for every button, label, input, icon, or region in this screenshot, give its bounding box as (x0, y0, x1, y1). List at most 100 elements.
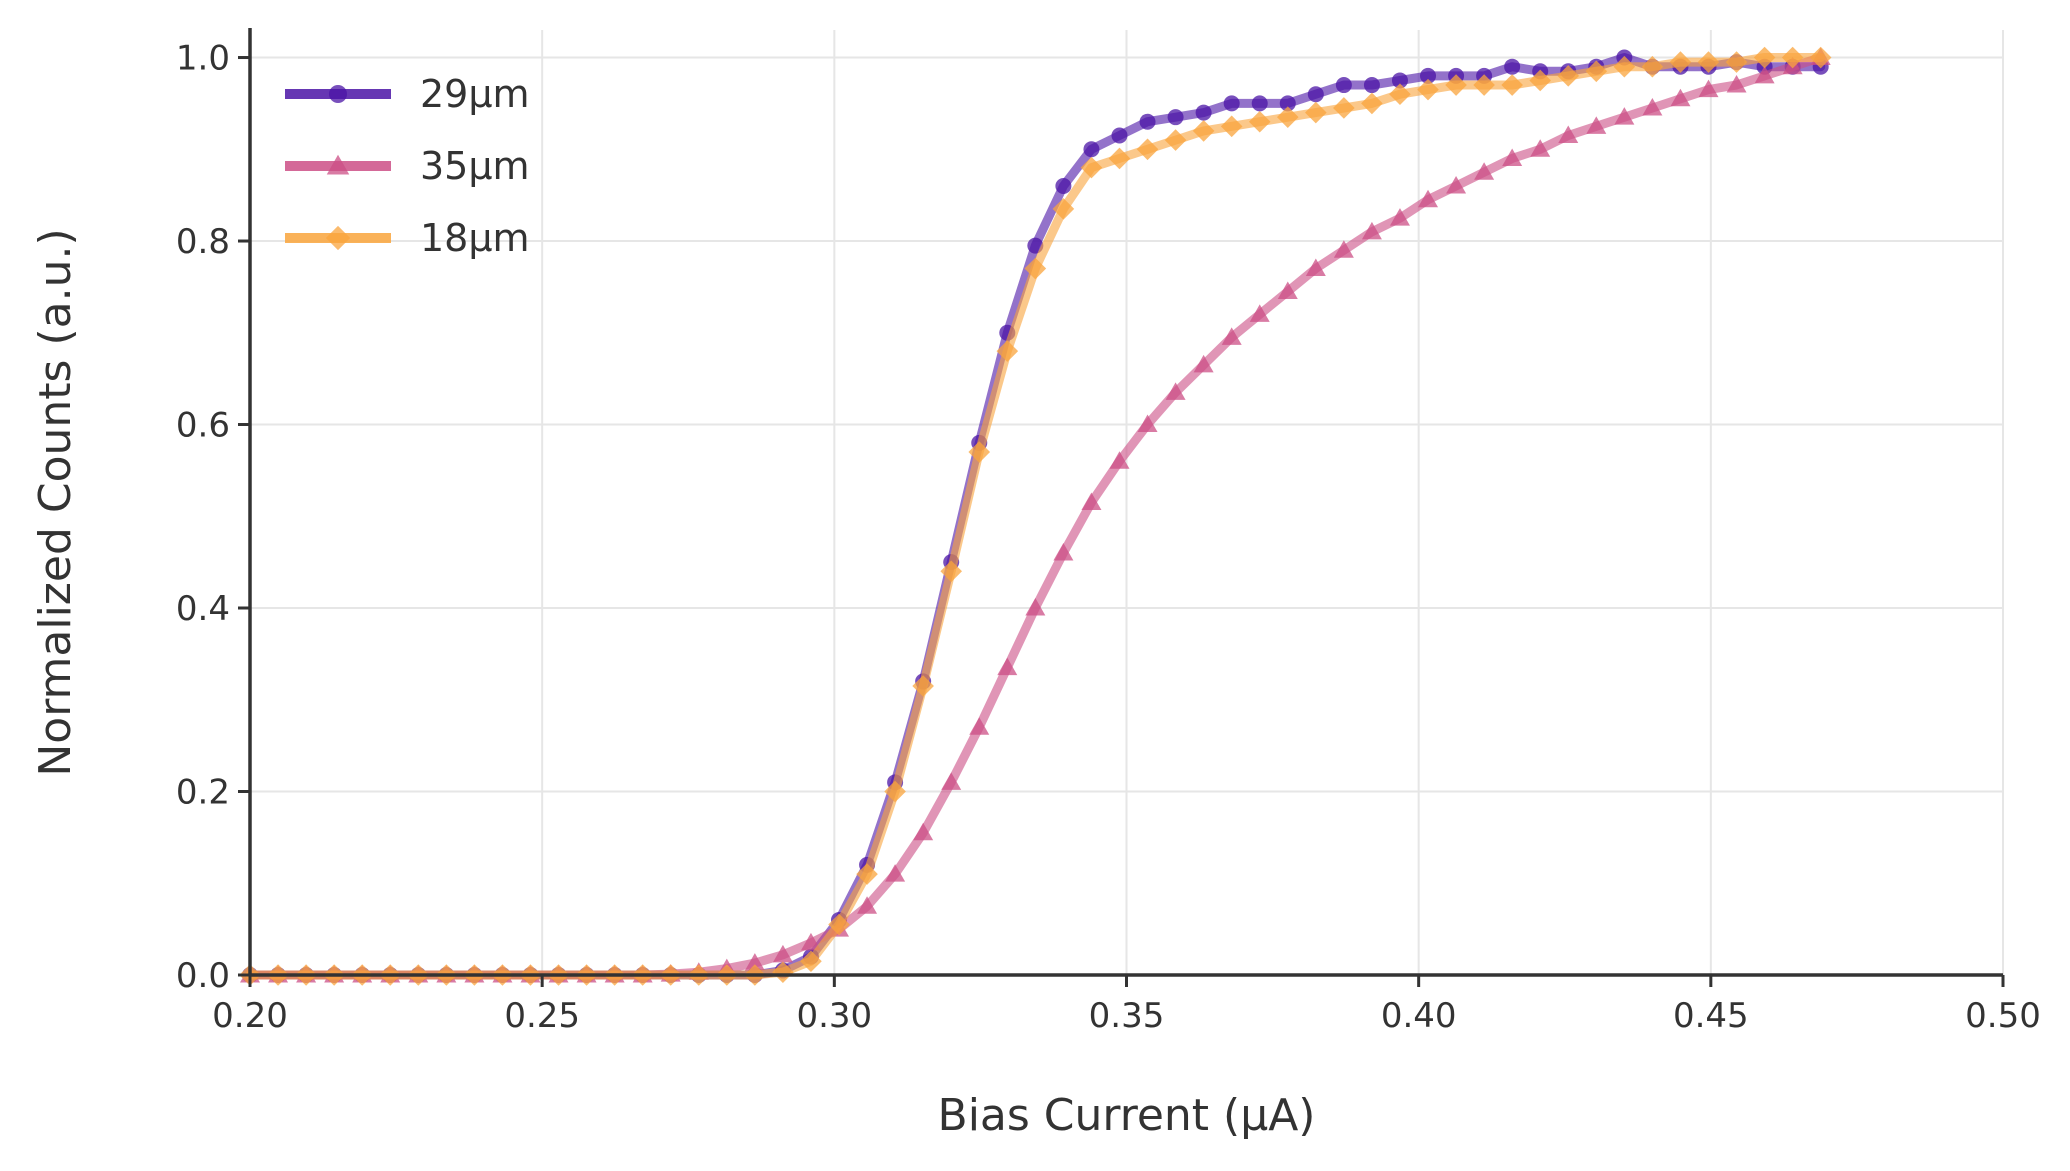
data-point (1137, 414, 1158, 433)
data-point (772, 961, 794, 984)
data-point (1305, 258, 1326, 277)
data-point (1221, 327, 1242, 345)
data-point (1108, 147, 1131, 170)
legend-item: 29μm (285, 72, 530, 116)
data-point (1389, 208, 1410, 226)
data-point (1725, 51, 1748, 73)
data-point (1333, 240, 1354, 258)
data-point (1165, 382, 1186, 400)
data-point (1781, 46, 1804, 69)
data-point (1220, 115, 1243, 138)
data-point (1557, 65, 1580, 87)
data-point (1333, 97, 1355, 119)
y-tick-label: 0.2 (176, 773, 230, 813)
y-tick-label: 0.4 (176, 589, 230, 629)
data-point (1083, 141, 1100, 158)
data-point (1586, 116, 1607, 134)
data-point (772, 944, 793, 963)
data-point (856, 863, 878, 885)
data-point (1501, 74, 1523, 96)
legend-label: 35μm (420, 144, 530, 188)
data-point (1446, 175, 1467, 194)
data-point (1614, 107, 1635, 125)
data-point (1670, 88, 1691, 107)
data-point (969, 717, 990, 735)
legend-swatch-marker (329, 85, 347, 103)
data-point (1192, 120, 1215, 142)
legend-item: 35μm (285, 144, 530, 188)
series-line (245, 53, 1826, 980)
data-point (1276, 106, 1299, 128)
data-point (1697, 51, 1720, 73)
data-point (1641, 55, 1664, 78)
x-axis-title: Bias Current (μA) (938, 1090, 1316, 1141)
series-line (245, 53, 1826, 980)
data-point (1529, 69, 1552, 92)
data-point (857, 896, 878, 914)
data-point (1193, 354, 1214, 373)
data-point (828, 913, 850, 936)
data-point (996, 340, 1019, 362)
axes-layer: 0.20 0.25 0.30 0.35 0.40 0.45 0.50 0.0 0.2 0.4 0.6… (176, 28, 2041, 1036)
x-tick-label: 0.30 (796, 996, 872, 1036)
data-point (1248, 110, 1271, 133)
data-point (744, 953, 765, 971)
legend-swatch-marker (325, 225, 351, 251)
data-point (1053, 542, 1074, 561)
data-point (1809, 46, 1832, 69)
data-point (1753, 46, 1776, 69)
data-point (1195, 104, 1212, 121)
data-point (1024, 257, 1047, 280)
legend-label: 29μm (420, 72, 530, 116)
data-point (1726, 75, 1747, 93)
data-point (800, 932, 821, 951)
series-line (245, 53, 1826, 980)
x-tick-label: 0.25 (504, 996, 580, 1036)
data-point (1307, 86, 1324, 103)
y-tick-label: 0.6 (176, 406, 230, 446)
x-tick-label: 0.20 (212, 996, 288, 1036)
data-point (1473, 74, 1495, 96)
data-point (913, 822, 934, 841)
data-point (1249, 304, 1270, 322)
data-point (1279, 95, 1296, 112)
data-point (1251, 95, 1268, 112)
data-point (940, 560, 962, 583)
x-tick-label: 0.35 (1089, 996, 1165, 1036)
data-point (1139, 113, 1156, 130)
data-point (1504, 58, 1521, 75)
data-point (1361, 221, 1382, 240)
data-point (1164, 129, 1187, 151)
data-point (1418, 189, 1439, 208)
data-point (884, 780, 906, 803)
y-tick-label: 0.0 (176, 956, 230, 996)
data-point (1136, 138, 1159, 161)
x-tick-label: 0.50 (1965, 996, 2041, 1036)
data-point (1669, 51, 1692, 73)
data-point (1025, 598, 1046, 616)
data-point (1585, 60, 1608, 83)
data-point (885, 864, 906, 882)
legend-swatch-marker (326, 154, 350, 175)
data-point (1391, 72, 1408, 89)
legend: 29μm 35μm 18μm (285, 72, 530, 260)
data-point (1361, 92, 1383, 115)
data-point (1363, 77, 1380, 94)
data-point (1502, 148, 1523, 166)
data-point (1223, 95, 1240, 112)
data-point (1417, 78, 1439, 101)
data-point (1530, 139, 1551, 157)
data-point (1389, 83, 1411, 106)
legend-item: 18μm (285, 216, 530, 260)
series-1 (242, 49, 1829, 983)
data-point (1474, 162, 1495, 180)
data-point (1335, 77, 1352, 94)
data-point (941, 772, 962, 790)
data-point (1642, 97, 1663, 116)
data-point (1445, 74, 1467, 96)
data-point (1558, 125, 1579, 144)
y-tick-label: 1.0 (176, 39, 230, 79)
data-point (997, 657, 1018, 676)
data-point (1081, 492, 1102, 510)
data-point (1080, 156, 1103, 179)
